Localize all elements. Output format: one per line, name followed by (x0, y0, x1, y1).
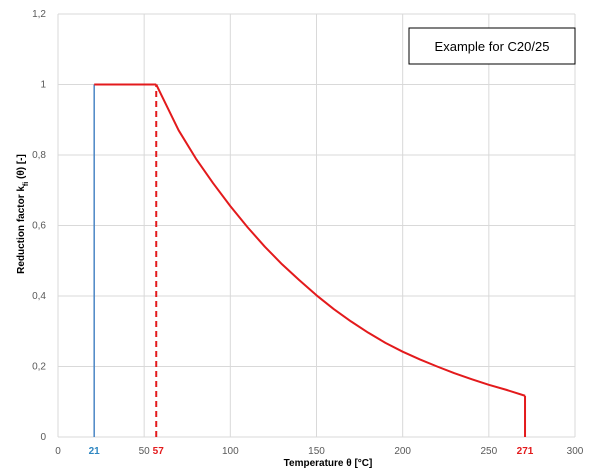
x-tick-label: 0 (55, 446, 61, 457)
special-x-tick-label: 21 (89, 446, 101, 457)
x-tick-label: 100 (222, 446, 239, 457)
grid-lines (57, 13, 576, 438)
x-tick-label: 50 (139, 446, 151, 457)
x-tick-label: 150 (308, 446, 325, 457)
y-tick-label: 0,2 (32, 362, 46, 373)
y-axis-title-subscript: fi (23, 182, 30, 186)
special-x-tick-label: 57 (153, 446, 165, 457)
y-tick-label: 0 (40, 432, 46, 443)
x-tick-label: 200 (394, 446, 411, 457)
x-tick-label: 300 (567, 446, 584, 457)
y-tick-label: 0,6 (32, 221, 46, 232)
y-axis-title-main: Reduction factor k (16, 186, 27, 274)
annotation-box: Example for C20/25 (408, 27, 576, 65)
tick-labels: 0 0,2 0,4 0,6 0,8 1 1,2 0 50 100 150 200 250 300 (32, 9, 584, 457)
y-tick-label: 0,8 (32, 150, 46, 161)
y-tick-label: 1,2 (32, 9, 46, 20)
y-axis-title-suffix: (θ) [-] (16, 154, 27, 182)
special-x-tick-label: 271 (517, 446, 534, 457)
x-axis-title: Temperature θ [°C] (284, 458, 373, 469)
reduction-curve (155, 84, 526, 397)
y-tick-label: 0,4 (32, 291, 46, 302)
x-tick-label: 250 (480, 446, 497, 457)
y-axis-title: Reduction factor kfi (θ) [-] (16, 154, 30, 274)
annotation-label: Example for C20/25 (435, 39, 550, 54)
special-tick-labels: 21 57 271 (89, 446, 534, 457)
annotation-frame (408, 27, 576, 65)
data-lines (93, 83, 527, 437)
y-tick-label: 1 (40, 80, 46, 91)
